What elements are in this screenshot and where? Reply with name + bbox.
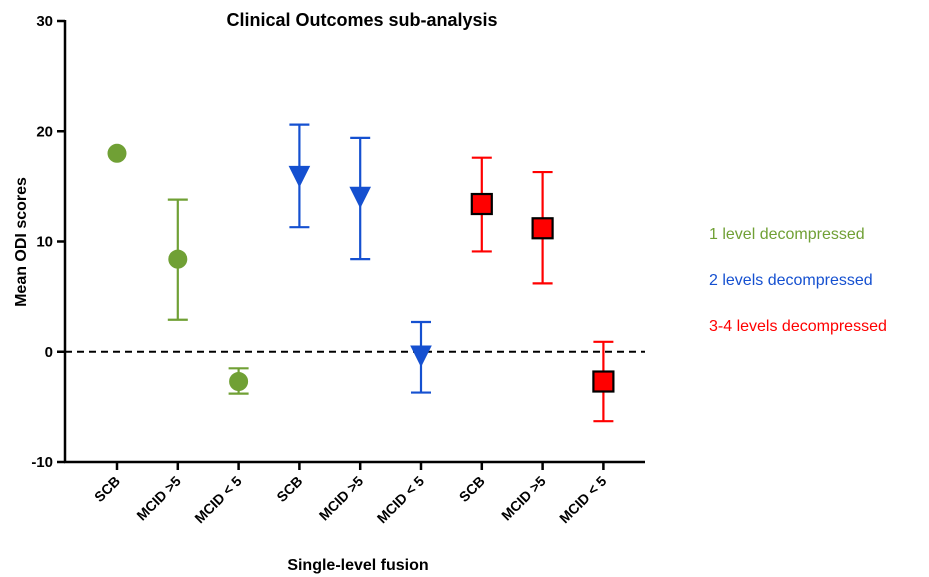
- data-point-square: [592, 370, 615, 393]
- legend-entry: 2 levels decompressed: [709, 272, 873, 289]
- y-tick-label: 30: [36, 13, 53, 30]
- x-tick-label: SCB: [91, 473, 123, 505]
- data-point-triangle: [288, 165, 311, 188]
- y-tick-label: 0: [45, 344, 53, 361]
- x-tick-label: MCID >5: [316, 473, 367, 524]
- legend-entry: 1 level decompressed: [709, 226, 865, 243]
- data-point-circle: [107, 143, 127, 163]
- x-tick-label: MCID < 5: [556, 473, 610, 527]
- y-tick-label: 20: [36, 123, 53, 140]
- x-tick-label: MCID < 5: [374, 473, 428, 527]
- data-point-circle: [229, 372, 249, 392]
- x-tick-label: MCID >5: [498, 473, 549, 524]
- x-tick-label: SCB: [273, 473, 305, 505]
- marks-layer: [107, 123, 615, 423]
- legend: 1 level decompressed 2 levels decompresse…: [709, 226, 887, 335]
- y-axis-title: Mean ODI scores: [13, 177, 30, 307]
- data-point-circle: [168, 249, 188, 269]
- data-point-triangle: [349, 186, 372, 209]
- data-point-square: [531, 217, 554, 240]
- chart-title: Clinical Outcomes sub-analysis: [226, 10, 497, 30]
- data-point-triangle: [410, 345, 432, 368]
- legend-entry: 3-4 levels decompressed: [709, 318, 887, 335]
- x-tick-label: MCID >5: [133, 473, 184, 524]
- y-tick-label: 10: [36, 234, 53, 251]
- y-tick-label: -10: [31, 454, 53, 471]
- x-axis-title: Single-level fusion: [287, 557, 428, 574]
- x-tick-label: SCB: [456, 473, 488, 505]
- x-tick-label: MCID < 5: [191, 473, 245, 527]
- data-point-square: [470, 192, 493, 216]
